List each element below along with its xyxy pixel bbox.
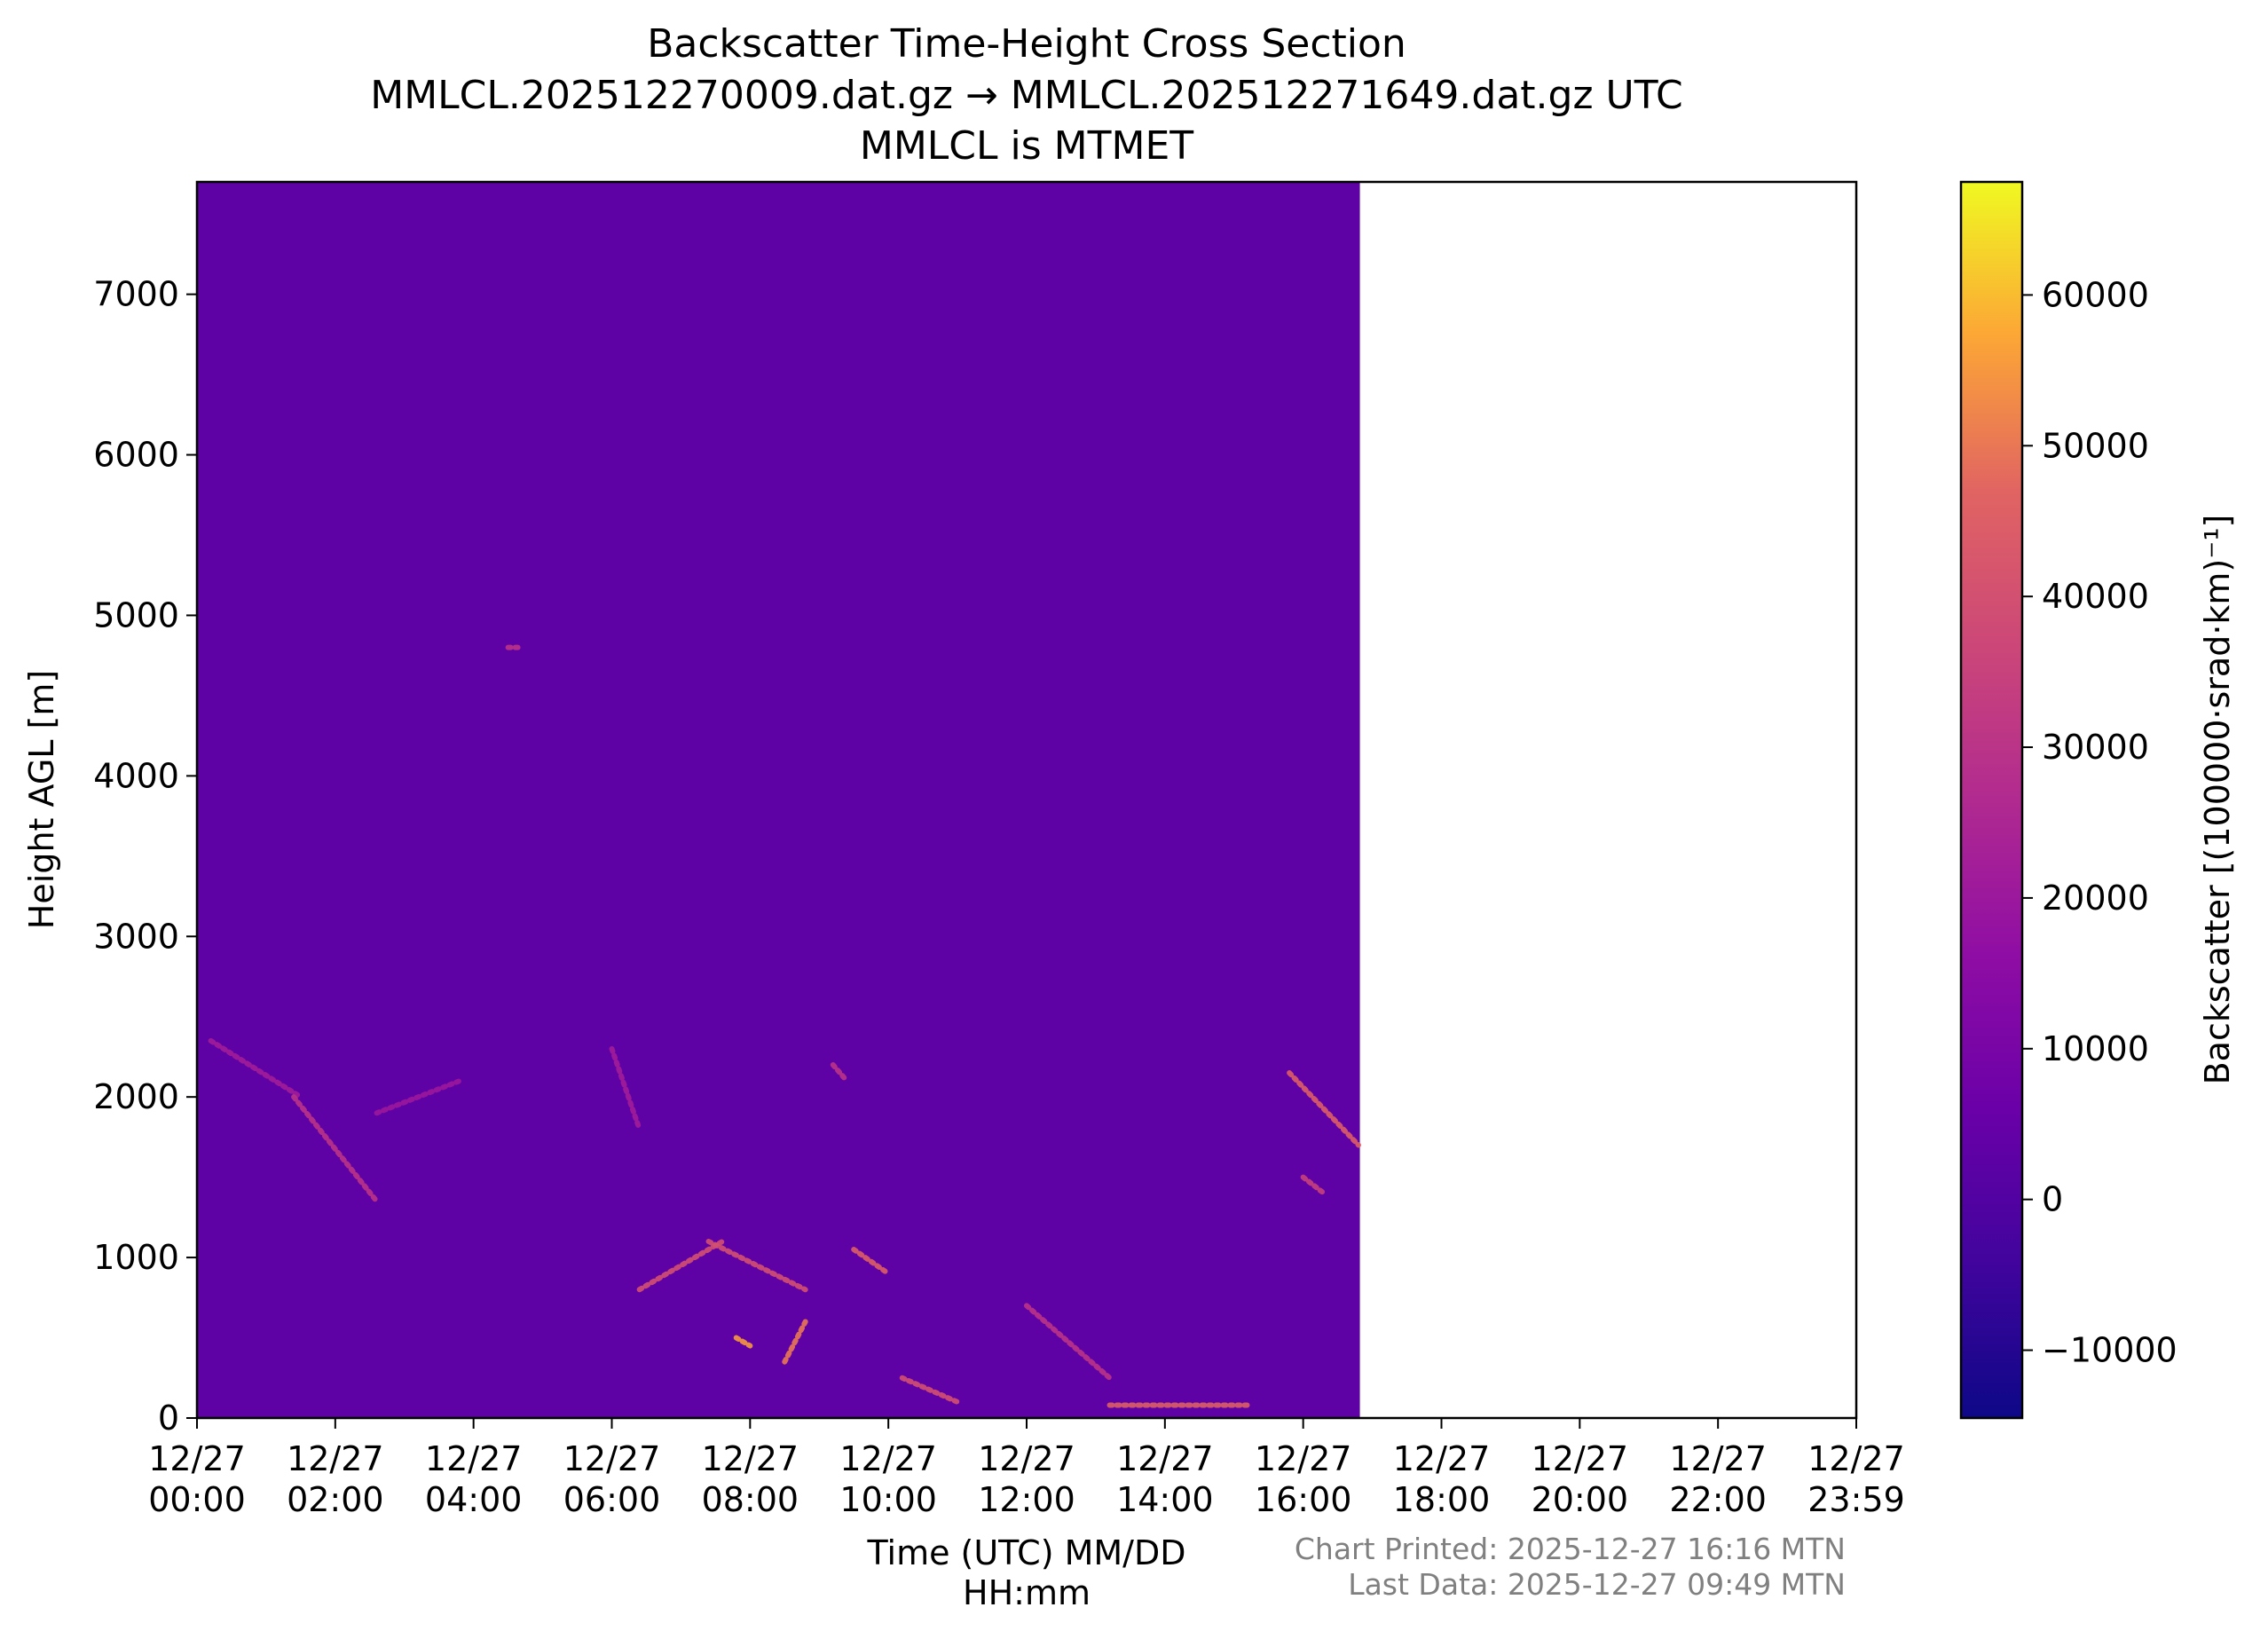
x-tick-label-date: 12/27 [1255, 1439, 1352, 1478]
colorbar-tick-label: 40000 [2042, 577, 2149, 616]
x-tick-label-date: 12/27 [978, 1439, 1075, 1478]
chart-title-line-1: Backscatter Time-Height Cross Section [647, 21, 1406, 67]
x-tick-label-time: 23:59 [1807, 1480, 1905, 1519]
x-tick-label-time: 02:00 [287, 1480, 384, 1519]
y-tick-label: 6000 [93, 436, 179, 475]
y-tick-label: 7000 [93, 275, 179, 314]
x-axis: 12/2700:0012/2702:0012/2704:0012/2706:00… [148, 1418, 1905, 1519]
x-tick-label-date: 12/27 [1669, 1439, 1767, 1478]
y-tick-label: 5000 [93, 595, 179, 634]
y-axis: 0 1000 2000 3000 4000 5000 6000 7000 [93, 275, 197, 1438]
x-tick-label-date: 12/27 [148, 1439, 246, 1478]
x-tick-label-date: 12/27 [1807, 1439, 1905, 1478]
backscatter-feature [851, 1247, 892, 1277]
y-tick-label: 1000 [93, 1238, 179, 1277]
x-tick-label-time: 08:00 [702, 1480, 799, 1519]
x-tick-label-time: 00:00 [148, 1480, 246, 1519]
backscatter-feature [782, 1319, 808, 1365]
backscatter-feature [208, 1037, 303, 1100]
x-tick-label-date: 12/27 [1532, 1439, 1629, 1478]
x-tick-label-time: 10:00 [839, 1480, 937, 1519]
backscatter-feature [291, 1094, 380, 1204]
colorbar-tick-label: 10000 [2042, 1029, 2149, 1068]
x-tick-label-time: 20:00 [1532, 1480, 1629, 1519]
colorbar-label: Backscatter [(100000·srad·km)⁻¹] [2198, 515, 2237, 1085]
backscatter-feature [830, 1062, 850, 1084]
backscatter-feature [374, 1078, 463, 1116]
backscatter-feature [636, 1239, 726, 1293]
backscatter-feature [609, 1045, 642, 1132]
backscatter-feature [1024, 1303, 1113, 1381]
x-tick-label-date: 12/27 [563, 1439, 661, 1478]
x-axis-label-line-1: Time (UTC) MM/DD [866, 1533, 1185, 1572]
backscatter-feature [899, 1375, 961, 1405]
colorbar-tick-label: 20000 [2042, 879, 2149, 918]
colorbar-tick-label: 50000 [2042, 426, 2149, 465]
x-tick-label-date: 12/27 [1116, 1439, 1214, 1478]
backscatter-feature [733, 1335, 753, 1349]
chart-printed-note: Chart Printed: 2025-12-27 16:16 MTN [1295, 1532, 1846, 1566]
x-tick-label-date: 12/27 [287, 1439, 384, 1478]
x-tick-label-time: 12:00 [978, 1480, 1075, 1519]
chart-title-line-2: MMLCL.202512270009.dat.gz → MMLCL.202512… [370, 73, 1683, 118]
colorbar: −10000 0 10000 20000 30000 40000 50000 60000 Ba… [1959, 180, 2237, 1420]
colorbar-tick-label: 0 [2042, 1180, 2063, 1219]
y-tick-label: 4000 [93, 756, 179, 795]
x-tick-label-time: 16:00 [1255, 1480, 1352, 1519]
backscatter-feature [1300, 1174, 1327, 1196]
x-tick-label-time: 22:00 [1669, 1480, 1767, 1519]
x-tick-label-date: 12/27 [1393, 1439, 1491, 1478]
colorbar-tick-label: 30000 [2042, 728, 2149, 767]
colorbar-tick-label: 60000 [2042, 275, 2149, 314]
x-tick-label-time: 18:00 [1393, 1480, 1491, 1519]
backscatter-feature [1287, 1070, 1361, 1148]
x-tick-label-time: 04:00 [425, 1480, 523, 1519]
x-tick-label-date: 12/27 [839, 1439, 937, 1478]
plot-area [195, 180, 1858, 1420]
x-tick-label-time: 06:00 [563, 1480, 661, 1519]
last-data-note: Last Data: 2025-12-27 09:49 MTN [1348, 1567, 1846, 1602]
x-tick-label-date: 12/27 [702, 1439, 799, 1478]
y-tick-label: 2000 [93, 1077, 179, 1116]
y-tick-label: 0 [158, 1399, 179, 1438]
y-tick-label: 3000 [93, 917, 179, 956]
y-axis-label: Height AGL [m] [22, 670, 61, 929]
chart-title-line-3: MMLCL is MTMET [860, 123, 1193, 169]
colorbar-ticks: −10000 0 10000 20000 30000 40000 50000 60000 [2022, 275, 2177, 1370]
x-axis-label-line-2: HH:mm [963, 1573, 1091, 1612]
colorbar-tick-label: −10000 [2042, 1331, 2177, 1370]
x-tick-label-date: 12/27 [425, 1439, 523, 1478]
backscatter-features [208, 644, 1361, 1408]
x-tick-label-time: 14:00 [1116, 1480, 1214, 1519]
heatmap-fill [197, 182, 1360, 1418]
backscatter-feature [705, 1239, 808, 1293]
colorbar-gradient [1959, 180, 2024, 1420]
